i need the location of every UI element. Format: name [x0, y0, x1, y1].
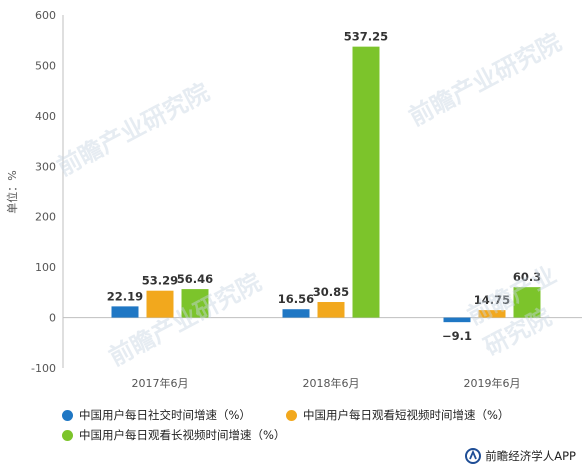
legend-label-long-video: 中国用户每日观看长视频时间增速（%） [79, 428, 286, 442]
y-tick-label: 400 [35, 110, 56, 123]
y-tick-label: 300 [35, 160, 56, 173]
y-axis-ticks: -100 0 100 200 300 400 500 600 [31, 9, 56, 375]
legend-label-social: 中国用户每日社交时间增速（%） [79, 408, 251, 422]
bar [443, 317, 471, 323]
bar [478, 310, 506, 318]
bar [282, 309, 310, 318]
y-tick-label: -100 [31, 362, 56, 375]
data-label: 60.3 [513, 270, 541, 284]
legend-dot-long-video [62, 429, 73, 441]
y-tick-label: 600 [35, 9, 56, 22]
data-label: 16.56 [278, 292, 314, 306]
legend-dot-short-video [286, 409, 297, 421]
legend-item-long-video: 中国用户每日观看长视频时间增速（%） [62, 427, 285, 443]
data-label: 14.75 [474, 293, 510, 307]
y-tick-label: 100 [35, 261, 56, 274]
y-axis-title: 单位：% [5, 170, 19, 213]
x-tick-label: 2018年6月 [303, 376, 360, 390]
legend-label-short-video: 中国用户每日观看短视频时间增速（%） [303, 408, 510, 422]
legend-dot-social [62, 409, 73, 421]
x-tick-label: 2017年6月 [132, 376, 189, 390]
data-label: 22.19 [107, 289, 143, 303]
legend-item-social: 中国用户每日社交时间增速（%） [62, 407, 251, 423]
bar [111, 306, 139, 318]
bar [181, 289, 209, 318]
y-tick-label: 0 [49, 312, 56, 325]
data-label: 30.85 [313, 285, 349, 299]
bar [352, 46, 380, 318]
footer-source: 前瞻经济学人APP [485, 449, 576, 463]
y-tick-label: 200 [35, 211, 56, 224]
footer: 前瞻经济学人APP [465, 448, 576, 464]
x-axis-labels: 2017年6月 2018年6月 2019年6月 [132, 376, 521, 390]
bar [317, 302, 345, 318]
legend-item-short-video: 中国用户每日观看短视频时间增速（%） [286, 407, 509, 423]
x-tick-label: 2019年6月 [464, 376, 521, 390]
data-label: 537.25 [344, 30, 388, 44]
data-label: −9.1 [442, 329, 472, 343]
data-label: 56.46 [177, 272, 213, 286]
bar [513, 287, 541, 318]
data-label: 53.29 [142, 274, 178, 288]
brand-logo-icon [465, 448, 482, 464]
y-tick-label: 500 [35, 59, 56, 72]
bar [146, 290, 174, 318]
